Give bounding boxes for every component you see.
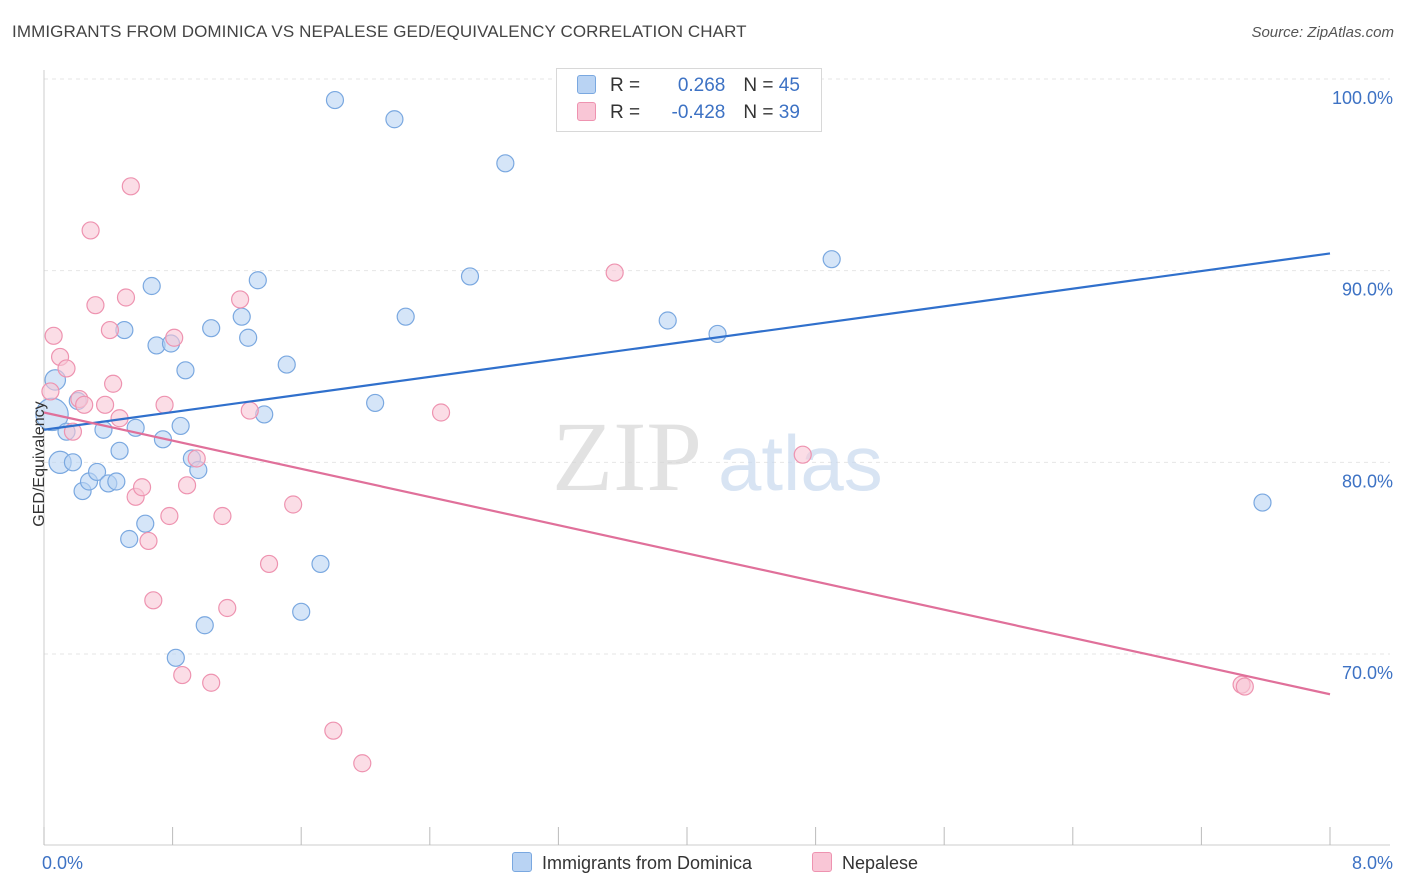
legend-swatch-dominica [577, 75, 596, 94]
dominica-point-38 [396, 307, 415, 326]
nepalese-point-19 [155, 395, 174, 414]
dominica-point-34 [311, 554, 330, 574]
dominica-point-44 [1253, 493, 1272, 512]
dominica-point-42 [708, 324, 727, 344]
n-label: N = [743, 102, 779, 123]
dominica-point-4 [63, 453, 83, 472]
nepalese-point-1 [44, 326, 63, 345]
stats-legend-row-dominica: R = 0.268 N = 45 [577, 75, 800, 101]
nepalese-point-38 [1235, 677, 1254, 696]
dominica-point-23 [176, 361, 195, 380]
dominica-point-39 [460, 267, 480, 286]
axes-layer [43, 70, 1390, 846]
stats-legend: R = 0.268 N = 45 R = -0.428 N = 39 [556, 68, 822, 132]
y-axis-label: GED/Equivalency [31, 401, 48, 527]
dominica-trend-line [43, 252, 1331, 431]
nepalese-point-25 [202, 673, 221, 692]
legend-label: Nepalese [842, 853, 919, 873]
x-tick-label-1: 8.0% [1352, 853, 1393, 873]
dominica-point-29 [239, 328, 258, 347]
nepalese-point-21 [165, 328, 184, 347]
r-label: R = [610, 75, 646, 96]
r-value: -0.428 [671, 102, 726, 123]
dominica-point-37 [385, 110, 404, 129]
nepalese-point-14 [121, 177, 140, 196]
nepalese-point-0 [41, 382, 60, 401]
legend-swatch-dominica [512, 852, 532, 872]
nepalese-point-34 [431, 403, 451, 422]
y-tick-label-3: 70.0% [1342, 663, 1393, 683]
dominica-point-43 [822, 250, 841, 269]
nepalese-point-8 [86, 296, 105, 315]
dominica-point-22 [171, 416, 190, 436]
nepalese-point-29 [240, 401, 259, 420]
grid-layer [44, 78, 1390, 655]
nepalese-point-26 [213, 506, 232, 526]
n-value: 39 [778, 102, 800, 123]
r-label: R = [610, 102, 646, 123]
dominica-point-28 [232, 307, 251, 326]
dominica-point-12 [110, 441, 129, 460]
stats-legend-row-nepalese: R = -0.428 N = 39 [577, 102, 800, 128]
x-tick-label-0: 0.0% [42, 853, 83, 873]
chart-title: IMMIGRANTS FROM DOMINICA VS NEPALESE GED… [12, 22, 747, 41]
nepalese-point-28 [231, 290, 250, 309]
nepalese-point-30 [259, 554, 279, 574]
nepalese-point-13 [116, 288, 136, 307]
dominica-point-36 [366, 393, 385, 413]
dominica-point-32 [277, 355, 296, 374]
nepalese-point-32 [324, 721, 343, 740]
tick-labels: 100.0% 90.0% 80.0% 70.0% 0.0% 8.0% [42, 88, 1393, 873]
dominica-point-30 [248, 271, 267, 290]
nepalese-point-24 [187, 449, 206, 468]
r-value: 0.268 [677, 75, 726, 96]
nepalese-point-3 [57, 359, 76, 378]
dominica-point-33 [292, 602, 311, 621]
nepalese-point-33 [353, 754, 372, 773]
dominica-point-14 [120, 529, 139, 549]
legend-swatch-nepalese [577, 102, 596, 121]
n-label: N = [743, 75, 779, 96]
dominica-point-8 [87, 462, 107, 482]
y-tick-label-1: 90.0% [1342, 280, 1393, 300]
legend-item-nepalese[interactable]: Nepalese [812, 852, 918, 874]
nepalese-point-9 [95, 395, 115, 414]
n-value: 45 [778, 75, 800, 96]
nepalese-point-10 [100, 320, 120, 340]
nepalese-point-23 [177, 476, 197, 495]
dominica-point-40 [496, 154, 515, 173]
nepalese-point-18 [144, 591, 163, 610]
dominica-point-27 [202, 319, 221, 338]
nepalese-point-7 [81, 221, 100, 240]
nepalese-point-6 [75, 395, 94, 414]
dominica-point-11 [107, 472, 126, 491]
y-tick-label-0: 100.0% [1332, 88, 1393, 108]
legend-item-dominica[interactable]: Immigrants from Dominica [512, 852, 752, 874]
nepalese-point-17 [139, 531, 158, 551]
nepalese-point-16 [132, 478, 152, 497]
nepalese-point-20 [160, 506, 179, 526]
y-tick-label-2: 80.0% [1342, 471, 1393, 491]
legend-label: Immigrants from Dominica [542, 853, 753, 873]
dominica-point-26 [195, 616, 214, 635]
watermark-zip: ZIP [552, 401, 702, 512]
nepalese-point-31 [284, 495, 303, 514]
nepalese-point-36 [793, 445, 812, 464]
trend-layer [43, 252, 1331, 696]
nepalese-point-22 [173, 665, 192, 685]
dominica-point-21 [166, 648, 185, 667]
dominica-point-35 [325, 90, 345, 110]
dominica-point-41 [658, 311, 677, 330]
legend-swatch-nepalese [812, 852, 832, 872]
source-credit: Source: ZipAtlas.com [1251, 24, 1394, 41]
dominica-point-17 [142, 276, 161, 296]
nepalese-point-27 [218, 598, 237, 618]
nepalese-trend-line [43, 411, 1331, 696]
dominica-point-16 [136, 514, 155, 533]
nepalese-point-35 [605, 263, 624, 282]
nepalese-point-11 [104, 374, 123, 393]
